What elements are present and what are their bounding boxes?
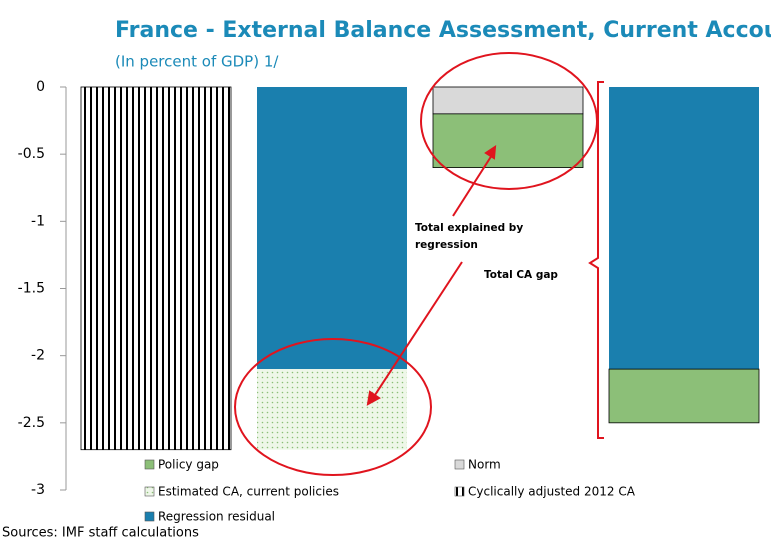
y-tick-label: -0.5 — [18, 146, 45, 162]
legend-label: Norm — [468, 458, 501, 472]
legend-label: Regression residual — [158, 510, 275, 524]
y-tick-label: 0 — [36, 79, 45, 95]
bar-segment — [608, 368, 760, 424]
legend-swatch — [454, 486, 465, 497]
legend-swatch — [144, 486, 155, 497]
annotation: Total explained by regression — [415, 222, 524, 251]
y-tick-label: -1 — [31, 213, 45, 229]
y-tick-label: -2.5 — [18, 415, 45, 431]
legend-swatch — [454, 459, 465, 470]
annotation: Total CA gap — [484, 269, 558, 281]
y-tick-label: -2 — [31, 348, 45, 364]
bar-segment — [80, 86, 232, 451]
y-tick-label: -3 — [31, 482, 45, 498]
legend-swatch — [144, 459, 155, 470]
annotation-shapes — [234, 52, 604, 476]
source: Sources: IMF staff calculations — [2, 526, 199, 541]
y-tick-label: -1.5 — [18, 281, 45, 297]
bar-segment — [432, 86, 584, 115]
chart-title: France - External Balance Assessment, Cu… — [115, 18, 771, 43]
bar-segment — [609, 87, 759, 370]
legend-swatch — [144, 511, 155, 522]
bar-segment — [257, 87, 407, 370]
bar-segment — [432, 113, 584, 169]
legend-label: Estimated CA, current policies — [158, 485, 339, 499]
chart-subtitle: (In percent of GDP) 1/ — [115, 53, 279, 71]
legend-label: Policy gap — [158, 458, 219, 472]
legend-label: Cyclically adjusted 2012 CA — [468, 485, 636, 499]
